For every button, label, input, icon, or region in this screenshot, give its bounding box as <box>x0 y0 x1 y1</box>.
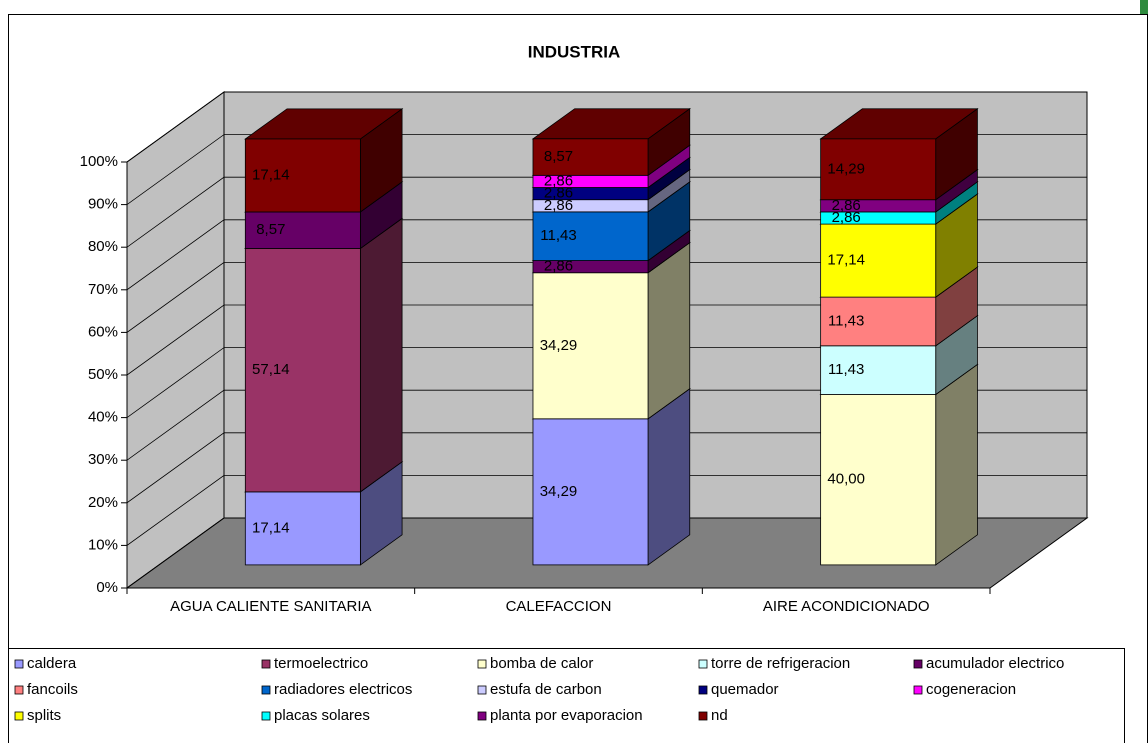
legend-label: placas solares <box>274 707 370 724</box>
legend-label: bomba de calor <box>490 655 593 672</box>
y-tick-label: 40% <box>88 409 118 426</box>
grid-line <box>126 219 1087 291</box>
bar <box>532 138 649 176</box>
bar <box>820 138 937 201</box>
legend-swatch <box>698 659 708 669</box>
data-label: 34,29 <box>540 483 578 500</box>
bar <box>532 272 649 420</box>
grid-line <box>126 347 1087 418</box>
legend-label: radiadores electricos <box>274 681 412 698</box>
legend-swatch <box>913 659 923 669</box>
grid-line <box>126 517 1087 589</box>
y-tick-label: 100% <box>80 153 118 170</box>
legend-swatch <box>477 711 487 721</box>
y-tick-label: 10% <box>88 536 118 553</box>
data-label: 8,57 <box>256 221 285 238</box>
y-tick-label: 80% <box>88 238 118 255</box>
x-tick-label: AIRE ACONDICIONADO <box>763 598 930 615</box>
legend-label: caldera <box>27 655 77 672</box>
corner-mark <box>1140 0 1148 14</box>
legend-label: torre de refrigeracion <box>711 655 850 672</box>
grid-line <box>126 134 1087 205</box>
y-tick-label: 70% <box>88 281 118 298</box>
data-label: 14,29 <box>827 160 865 177</box>
legend-label: nd <box>711 707 728 724</box>
grid-line <box>126 91 1087 163</box>
grid-line <box>126 176 1087 248</box>
legend-swatch <box>698 711 708 721</box>
bar <box>244 138 361 213</box>
chart-title: INDUSTRIA <box>528 42 621 61</box>
legend-box <box>8 648 1125 743</box>
legend-swatch <box>477 659 487 669</box>
bar-side <box>647 387 691 566</box>
bar <box>244 211 361 249</box>
y-tick-label: 90% <box>88 196 118 213</box>
y-tick-label: 30% <box>88 451 118 468</box>
data-label: 2,86 <box>832 209 861 226</box>
data-label: 11,43 <box>828 361 864 378</box>
legend-label: quemador <box>711 681 779 698</box>
data-label: 11,43 <box>540 227 576 244</box>
data-label: 34,29 <box>540 337 578 354</box>
bar <box>820 223 937 298</box>
data-label: 2,86 <box>832 197 861 214</box>
legend-label: planta por evaporacion <box>490 707 643 724</box>
bar <box>820 296 937 347</box>
legend-label: estufa de carbon <box>490 681 602 698</box>
grid-line <box>126 304 1087 376</box>
legend-swatch <box>261 685 271 695</box>
data-label: 11,43 <box>828 312 864 329</box>
legend-swatch <box>14 659 24 669</box>
data-label: 2,86 <box>544 172 573 189</box>
data-label: 40,00 <box>827 471 865 488</box>
bar-side <box>647 241 691 420</box>
x-tick-label: CALEFACCION <box>506 598 612 615</box>
data-label: 2,86 <box>544 258 573 275</box>
y-tick-label: 60% <box>88 323 118 340</box>
y-tick-label: 50% <box>88 366 118 383</box>
data-label: 57,14 <box>252 361 290 378</box>
data-label: 8,57 <box>544 148 573 165</box>
legend-label: splits <box>27 707 61 724</box>
bar <box>244 491 361 566</box>
grid-line <box>126 261 1087 333</box>
data-label: 17,14 <box>252 166 290 183</box>
bar <box>532 418 649 566</box>
legend-label: acumulador electrico <box>926 655 1064 672</box>
bar <box>820 394 937 566</box>
legend-swatch <box>698 685 708 695</box>
data-label: 2,86 <box>544 197 573 214</box>
bar-side <box>359 217 403 493</box>
legend-swatch <box>261 659 271 669</box>
legend-label: fancoils <box>27 681 78 698</box>
data-label: 17,14 <box>827 252 865 269</box>
y-tick-label: 20% <box>88 494 118 511</box>
legend-swatch <box>14 711 24 721</box>
legend-label: cogeneracion <box>926 681 1016 698</box>
bar-side <box>935 363 978 566</box>
legend-swatch <box>14 685 24 695</box>
legend-swatch <box>913 685 923 695</box>
y-tick-label: 0% <box>96 579 118 596</box>
legend-swatch <box>477 685 487 695</box>
data-label: 17,14 <box>252 519 290 536</box>
legend-swatch <box>261 711 271 721</box>
data-label: 2,86 <box>544 185 573 202</box>
grid-line <box>126 389 1087 461</box>
grid-line <box>126 432 1087 504</box>
legend-label: termoelectrico <box>274 655 368 672</box>
grid-line <box>126 474 1087 546</box>
x-tick-label: AGUA CALIENTE SANITARIA <box>170 598 371 615</box>
